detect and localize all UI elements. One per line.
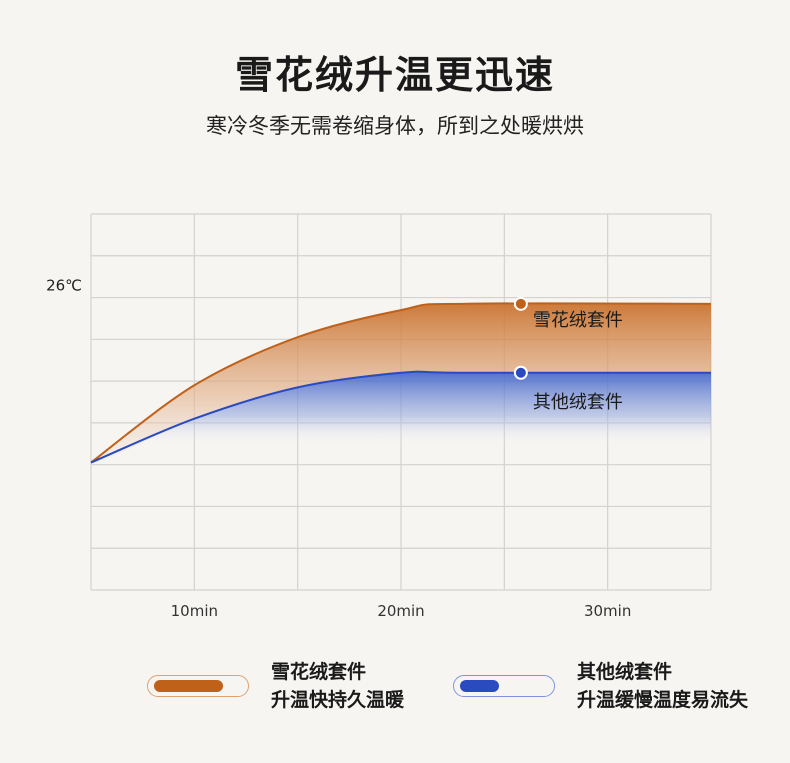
area-other — [91, 371, 711, 463]
x-tick-label: 10min — [171, 602, 218, 620]
legend-desc: 升温缓慢温度易流失 — [577, 689, 749, 711]
page-title: 雪花绒升温更迅速 — [234, 53, 555, 97]
legend-desc: 升温快持久温暖 — [271, 689, 405, 711]
x-tick-label: 20min — [377, 602, 424, 620]
legend-name: 雪花绒套件 — [271, 661, 367, 683]
legend-swatch — [147, 675, 249, 697]
series-marker — [513, 296, 528, 311]
series-label: 其他绒套件 — [533, 392, 623, 413]
legend-name: 其他绒套件 — [577, 661, 673, 683]
series-line — [90, 302, 712, 464]
series-marker — [513, 365, 528, 380]
legend-item-other: 其他绒套件 升温缓慢温度易流失 — [453, 658, 748, 714]
area-snowflake — [91, 303, 711, 463]
y-tick-label: 26℃ — [46, 277, 82, 295]
legend-swatch — [453, 675, 555, 697]
page-subtitle: 寒冷冬季无需卷缩身体，所到之处暖烘烘 — [206, 114, 584, 138]
series-label: 雪花绒套件 — [533, 310, 623, 331]
legend-item-snowflake: 雪花绒套件 升温快持久温暖 — [147, 658, 404, 714]
series-line — [90, 370, 711, 464]
x-tick-label: 30min — [584, 602, 631, 620]
